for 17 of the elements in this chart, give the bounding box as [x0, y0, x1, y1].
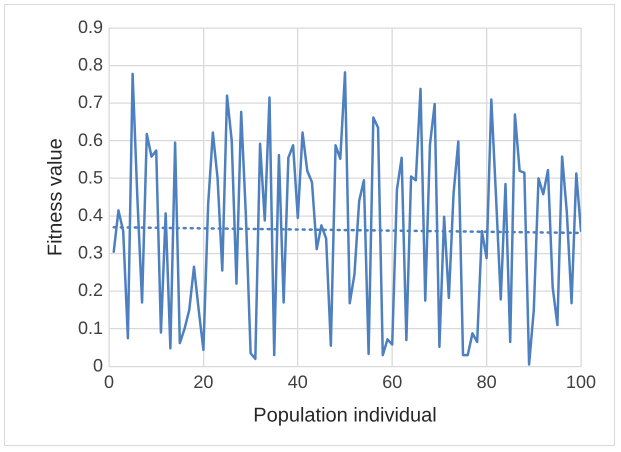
y-tick-label: 0.2 [78, 280, 104, 300]
y-tick-label: 0 [93, 355, 104, 376]
x-axis-title: Population individual [253, 404, 437, 427]
x-tick-label: 20 [193, 372, 214, 392]
y-tick-label: 0.1 [78, 318, 104, 338]
x-tick-label: 60 [382, 372, 402, 392]
y-axis-title: Fitness value [44, 138, 67, 256]
y-tick-label: 0.3 [78, 242, 104, 263]
x-tick-label: 40 [288, 372, 308, 392]
y-tick-label: 0.6 [78, 130, 104, 150]
x-tick-label: 80 [476, 372, 497, 392]
x-tick-label: 100 [566, 372, 596, 392]
y-tick-label: 0.9 [78, 16, 104, 37]
y-tick-label: 0.5 [78, 167, 104, 188]
y-tick-label: 0.4 [78, 204, 104, 225]
y-tick-label: 0.8 [78, 54, 104, 75]
y-tick-label: 0.7 [78, 92, 104, 112]
